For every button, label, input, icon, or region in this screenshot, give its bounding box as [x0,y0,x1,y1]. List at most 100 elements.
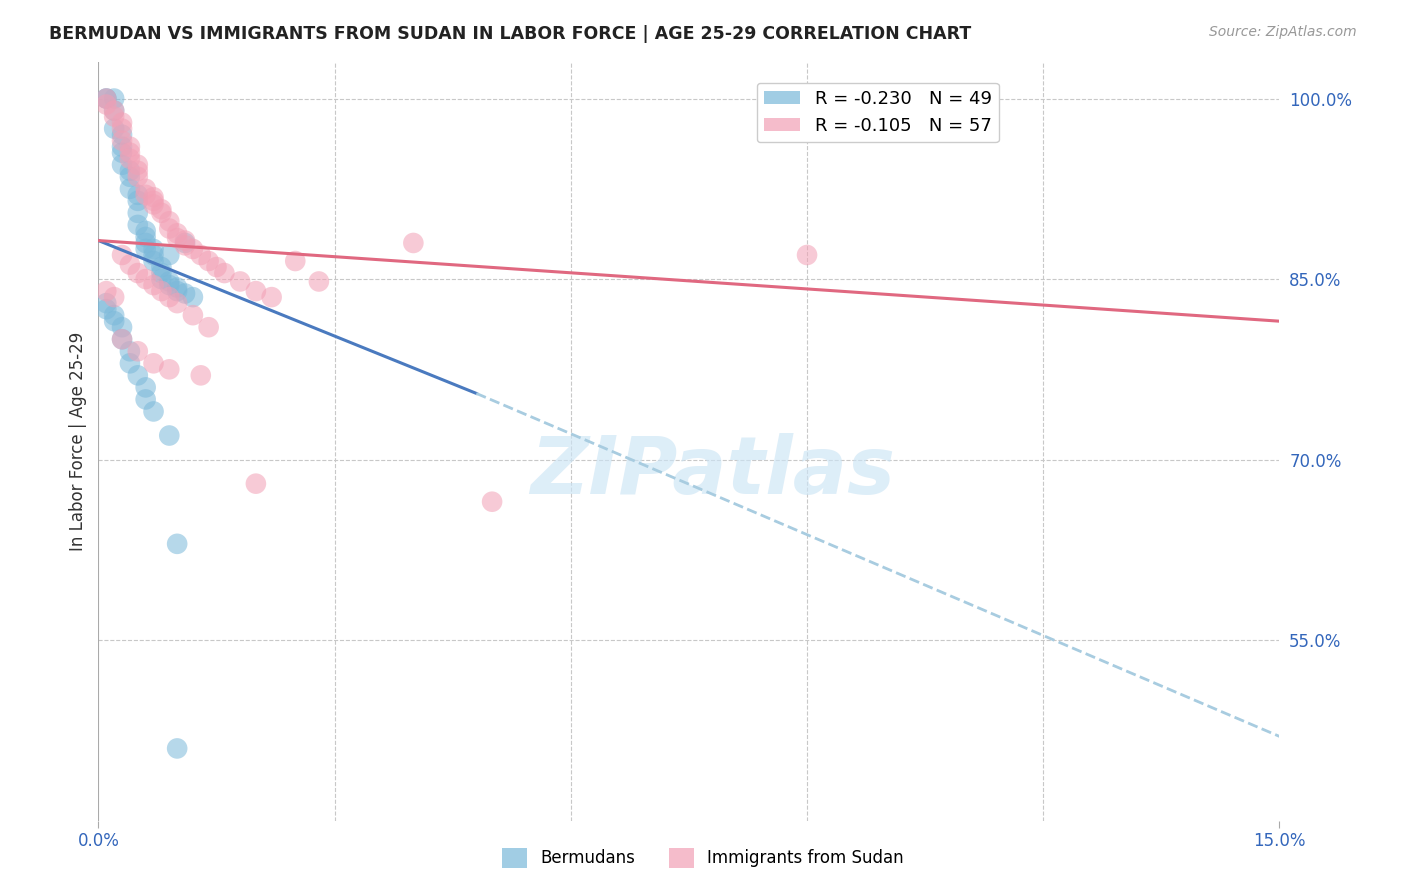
Point [111,332,134,346]
Point [127,194,149,208]
Point [96,284,118,298]
Point [142,404,165,418]
Point [229,275,252,289]
Point [308,275,330,289]
Point [127,206,149,220]
Point [157,428,180,442]
Point [103,121,125,136]
Point [214,266,236,280]
Point [142,242,165,256]
Point [135,272,157,286]
Point [142,194,165,208]
Point [96,91,118,105]
Point [111,332,134,346]
Point [205,260,228,274]
Point [135,182,157,196]
Text: BERMUDAN VS IMMIGRANTS FROM SUDAN IN LABOR FORCE | AGE 25-29 CORRELATION CHART: BERMUDAN VS IMMIGRANTS FROM SUDAN IN LAB… [49,25,972,43]
Point [118,145,141,160]
Point [157,214,180,228]
Point [142,190,165,204]
Point [157,275,180,289]
Point [96,91,118,105]
Point [111,158,134,172]
Text: ZIPatlas: ZIPatlas [530,433,896,511]
Point [142,197,165,211]
Point [135,242,157,256]
Point [166,537,188,551]
Point [127,266,149,280]
Point [197,320,219,334]
Point [245,284,267,298]
Point [190,368,212,383]
Point [96,91,118,105]
Point [111,134,134,148]
Point [96,296,118,310]
Point [135,235,157,250]
Point [181,290,204,304]
Point [150,284,173,298]
Point [150,260,173,274]
Point [103,290,125,304]
Point [135,187,157,202]
Point [111,320,134,334]
Point [174,286,197,301]
Point [166,231,188,245]
Point [118,152,141,166]
Point [142,254,165,268]
Point [118,356,141,370]
Point [127,344,149,359]
Point [481,494,503,508]
Point [150,202,173,217]
Point [111,248,134,262]
Point [157,221,180,235]
Point [245,476,267,491]
Point [127,218,149,232]
Point [103,308,125,322]
Point [127,163,149,178]
Point [150,266,173,280]
Point [118,258,141,272]
Point [103,91,125,105]
Point [103,103,125,118]
Point [111,128,134,142]
Point [190,248,212,262]
Point [402,235,425,250]
Point [127,169,149,184]
Point [284,254,307,268]
Point [157,248,180,262]
Point [174,238,197,252]
Point [111,115,134,129]
Point [135,224,157,238]
Point [127,368,149,383]
Point [111,121,134,136]
Point [174,235,197,250]
Point [157,290,180,304]
Point [103,103,125,118]
Point [135,392,157,407]
Point [118,169,141,184]
Point [103,110,125,124]
Point [157,362,180,376]
Point [142,278,165,293]
Text: Source: ZipAtlas.com: Source: ZipAtlas.com [1209,25,1357,39]
Point [166,284,188,298]
Point [127,187,149,202]
Point [166,741,188,756]
Y-axis label: In Labor Force | Age 25-29: In Labor Force | Age 25-29 [69,332,87,551]
Point [157,278,180,293]
Point [166,227,188,241]
Point [127,158,149,172]
Point [118,182,141,196]
Point [166,280,188,294]
Point [118,139,141,153]
Point [118,163,141,178]
Point [166,296,188,310]
Point [103,314,125,328]
Point [150,206,173,220]
Point [135,230,157,244]
Point [796,248,818,262]
Point [96,97,118,112]
Point [150,272,173,286]
Point [96,302,118,317]
Point [142,248,165,262]
